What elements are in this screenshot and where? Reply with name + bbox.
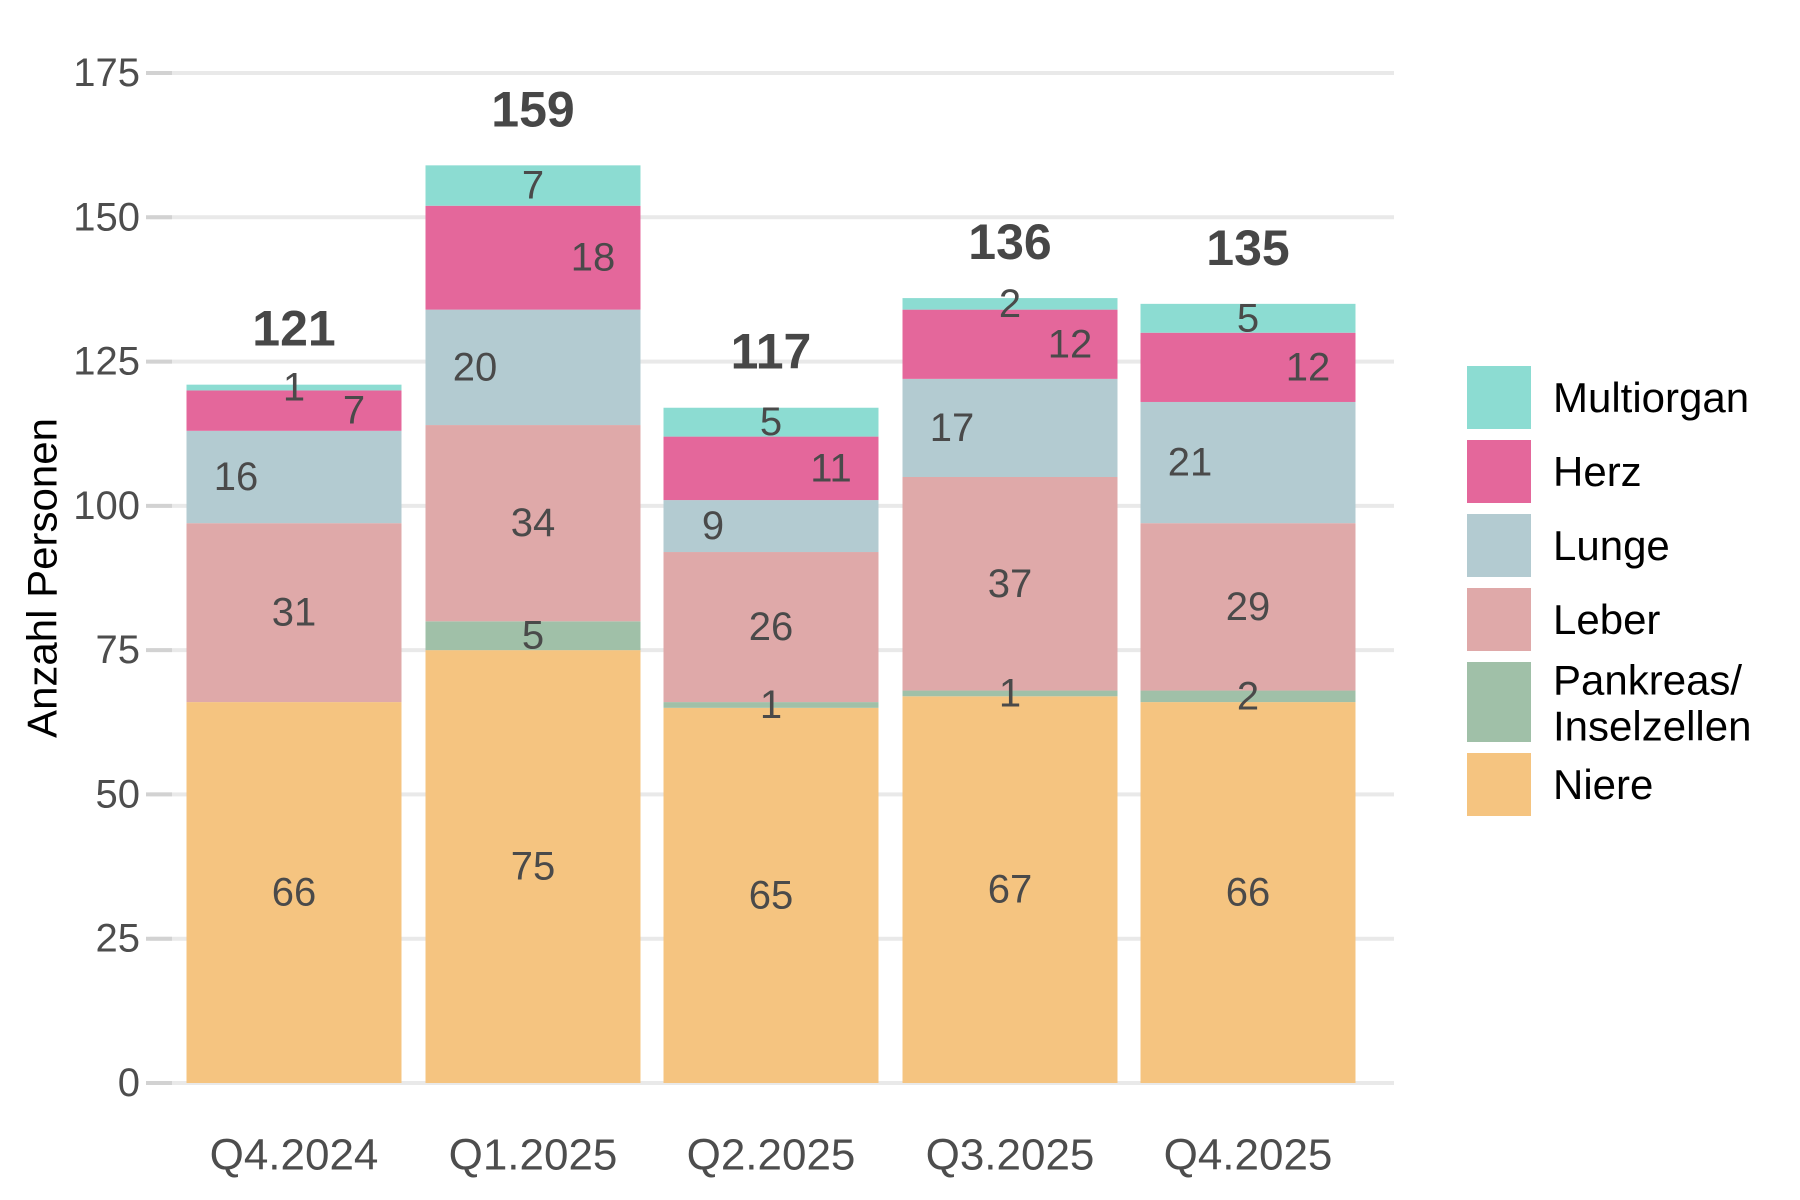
bar-total-label: 117: [731, 324, 812, 380]
bar-total-label: 136: [968, 214, 1051, 270]
bars: [186, 165, 1356, 1083]
y-tick-label: 125: [73, 340, 140, 384]
bar-segment-label: 20: [453, 345, 498, 389]
bar-segment: [1140, 523, 1356, 691]
legend-label: Multiorgan: [1553, 374, 1749, 421]
bar-segment: [663, 552, 879, 703]
bar-segment-label: 37: [988, 562, 1033, 606]
x-tick-label: Q4.2025: [1164, 1131, 1333, 1180]
x-tick-label: Q4.2024: [210, 1131, 379, 1180]
bar-labels: 6631167112175534201871596512691151176713…: [214, 81, 1331, 917]
bar-total-label: 135: [1206, 220, 1289, 276]
legend-key: [1467, 753, 1531, 816]
x-axis: Q4.2024 Q1.2025 Q2.2025 Q3.2025 Q4.2025: [210, 1131, 1333, 1180]
bar-segment: [902, 378, 1118, 477]
x-tick-label: Q1.2025: [449, 1131, 618, 1180]
bar-segment: [186, 384, 402, 391]
bar-segment-label: 11: [810, 446, 852, 490]
bar-segment-label: 5: [1237, 296, 1259, 340]
bar-segment: [186, 702, 402, 1083]
legend-label: Lunge: [1553, 522, 1670, 569]
bar-total-label: 159: [491, 81, 574, 137]
bar-segment: [186, 390, 402, 431]
legend-key: [1467, 662, 1531, 742]
legend-label: Leber: [1553, 596, 1660, 643]
bar-segment: [1140, 303, 1356, 333]
bar-segment-label: 34: [511, 501, 556, 545]
legend-key: [1467, 440, 1531, 503]
bar-segment-label: 26: [749, 605, 794, 649]
bar-segment: [425, 621, 641, 651]
bar-segment: [663, 707, 879, 1083]
bar-segment: [1140, 690, 1356, 703]
bar-segment: [1140, 702, 1356, 1083]
bar-segment: [902, 298, 1118, 310]
y-tick-label: 100: [73, 484, 140, 528]
bar-segment-label: 1: [760, 683, 782, 727]
legend-label: Niere: [1553, 761, 1653, 808]
bar-total-label: 121: [252, 301, 335, 357]
bar-segment-label: 67: [988, 868, 1033, 912]
legend-label: Inselzellen: [1553, 703, 1751, 750]
bar-segment: [186, 430, 402, 524]
bar-segment-label: 66: [1226, 871, 1271, 915]
bar-segment-label: 5: [760, 400, 782, 444]
bar-segment: [902, 309, 1118, 379]
bar-segment-label: 7: [343, 389, 365, 433]
bar-segment-label: 2: [1237, 674, 1259, 718]
bar-segment-label: 12: [1048, 322, 1093, 366]
y-tick-label: 75: [96, 628, 141, 672]
bar-segment: [663, 500, 879, 553]
legend-key: [1467, 366, 1531, 429]
bar-segment-label: 5: [522, 614, 544, 658]
bar-segment: [425, 425, 641, 622]
y-tick-label: 0: [118, 1061, 140, 1105]
y-tick-label: 150: [73, 195, 140, 239]
bar-segment-label: 17: [930, 406, 975, 450]
legend-key: [1467, 514, 1531, 577]
legend-label: Pankreas/: [1553, 657, 1742, 704]
bar-segment-label: 12: [1286, 345, 1331, 389]
bar-segment: [1140, 332, 1356, 402]
y-tick-label: 50: [96, 772, 141, 816]
legend-label: Herz: [1553, 448, 1642, 495]
bar-segment: [663, 436, 879, 501]
bar-segment: [663, 407, 879, 437]
x-tick-label: Q2.2025: [687, 1131, 856, 1180]
bar-segment-label: 65: [749, 873, 794, 917]
bar-segment-label: 29: [1226, 585, 1271, 629]
bar-segment-label: 75: [511, 845, 556, 889]
bar-segment: [1140, 401, 1356, 524]
bar-segment-label: 1: [283, 366, 305, 410]
bar-segment-label: 18: [571, 236, 616, 280]
bar-segment-label: 31: [272, 591, 317, 635]
bar-segment: [663, 702, 879, 708]
legend-key: [1467, 588, 1531, 651]
bar-segment-label: 1: [999, 671, 1021, 715]
bar-segment-label: 2: [999, 282, 1021, 326]
y-tick-label: 25: [96, 917, 141, 961]
bar-segment: [425, 165, 641, 206]
bar-segment-label: 9: [702, 504, 724, 548]
bar-segment: [902, 477, 1118, 691]
y-axis: 0 25 50 75 100 125 150 175: [73, 51, 140, 1105]
y-tick-label: 175: [73, 51, 140, 95]
bar-segment: [425, 309, 641, 426]
bar-segment: [425, 205, 641, 310]
bar-segment-label: 7: [522, 164, 544, 208]
legend: Multiorgan Herz Lunge Leber Pankreas/Inselze…: [1467, 366, 1751, 816]
bar-segment-label: 21: [1168, 441, 1213, 485]
y-axis-title: Anzahl Personen: [19, 418, 66, 738]
bar-segment: [902, 690, 1118, 697]
bar-segment-label: 16: [214, 455, 259, 499]
x-tick-label: Q3.2025: [926, 1131, 1095, 1180]
bar-segment: [902, 696, 1118, 1083]
bar-segment: [186, 523, 402, 703]
bar-segment: [425, 650, 641, 1083]
bar-segment-label: 66: [272, 871, 317, 915]
